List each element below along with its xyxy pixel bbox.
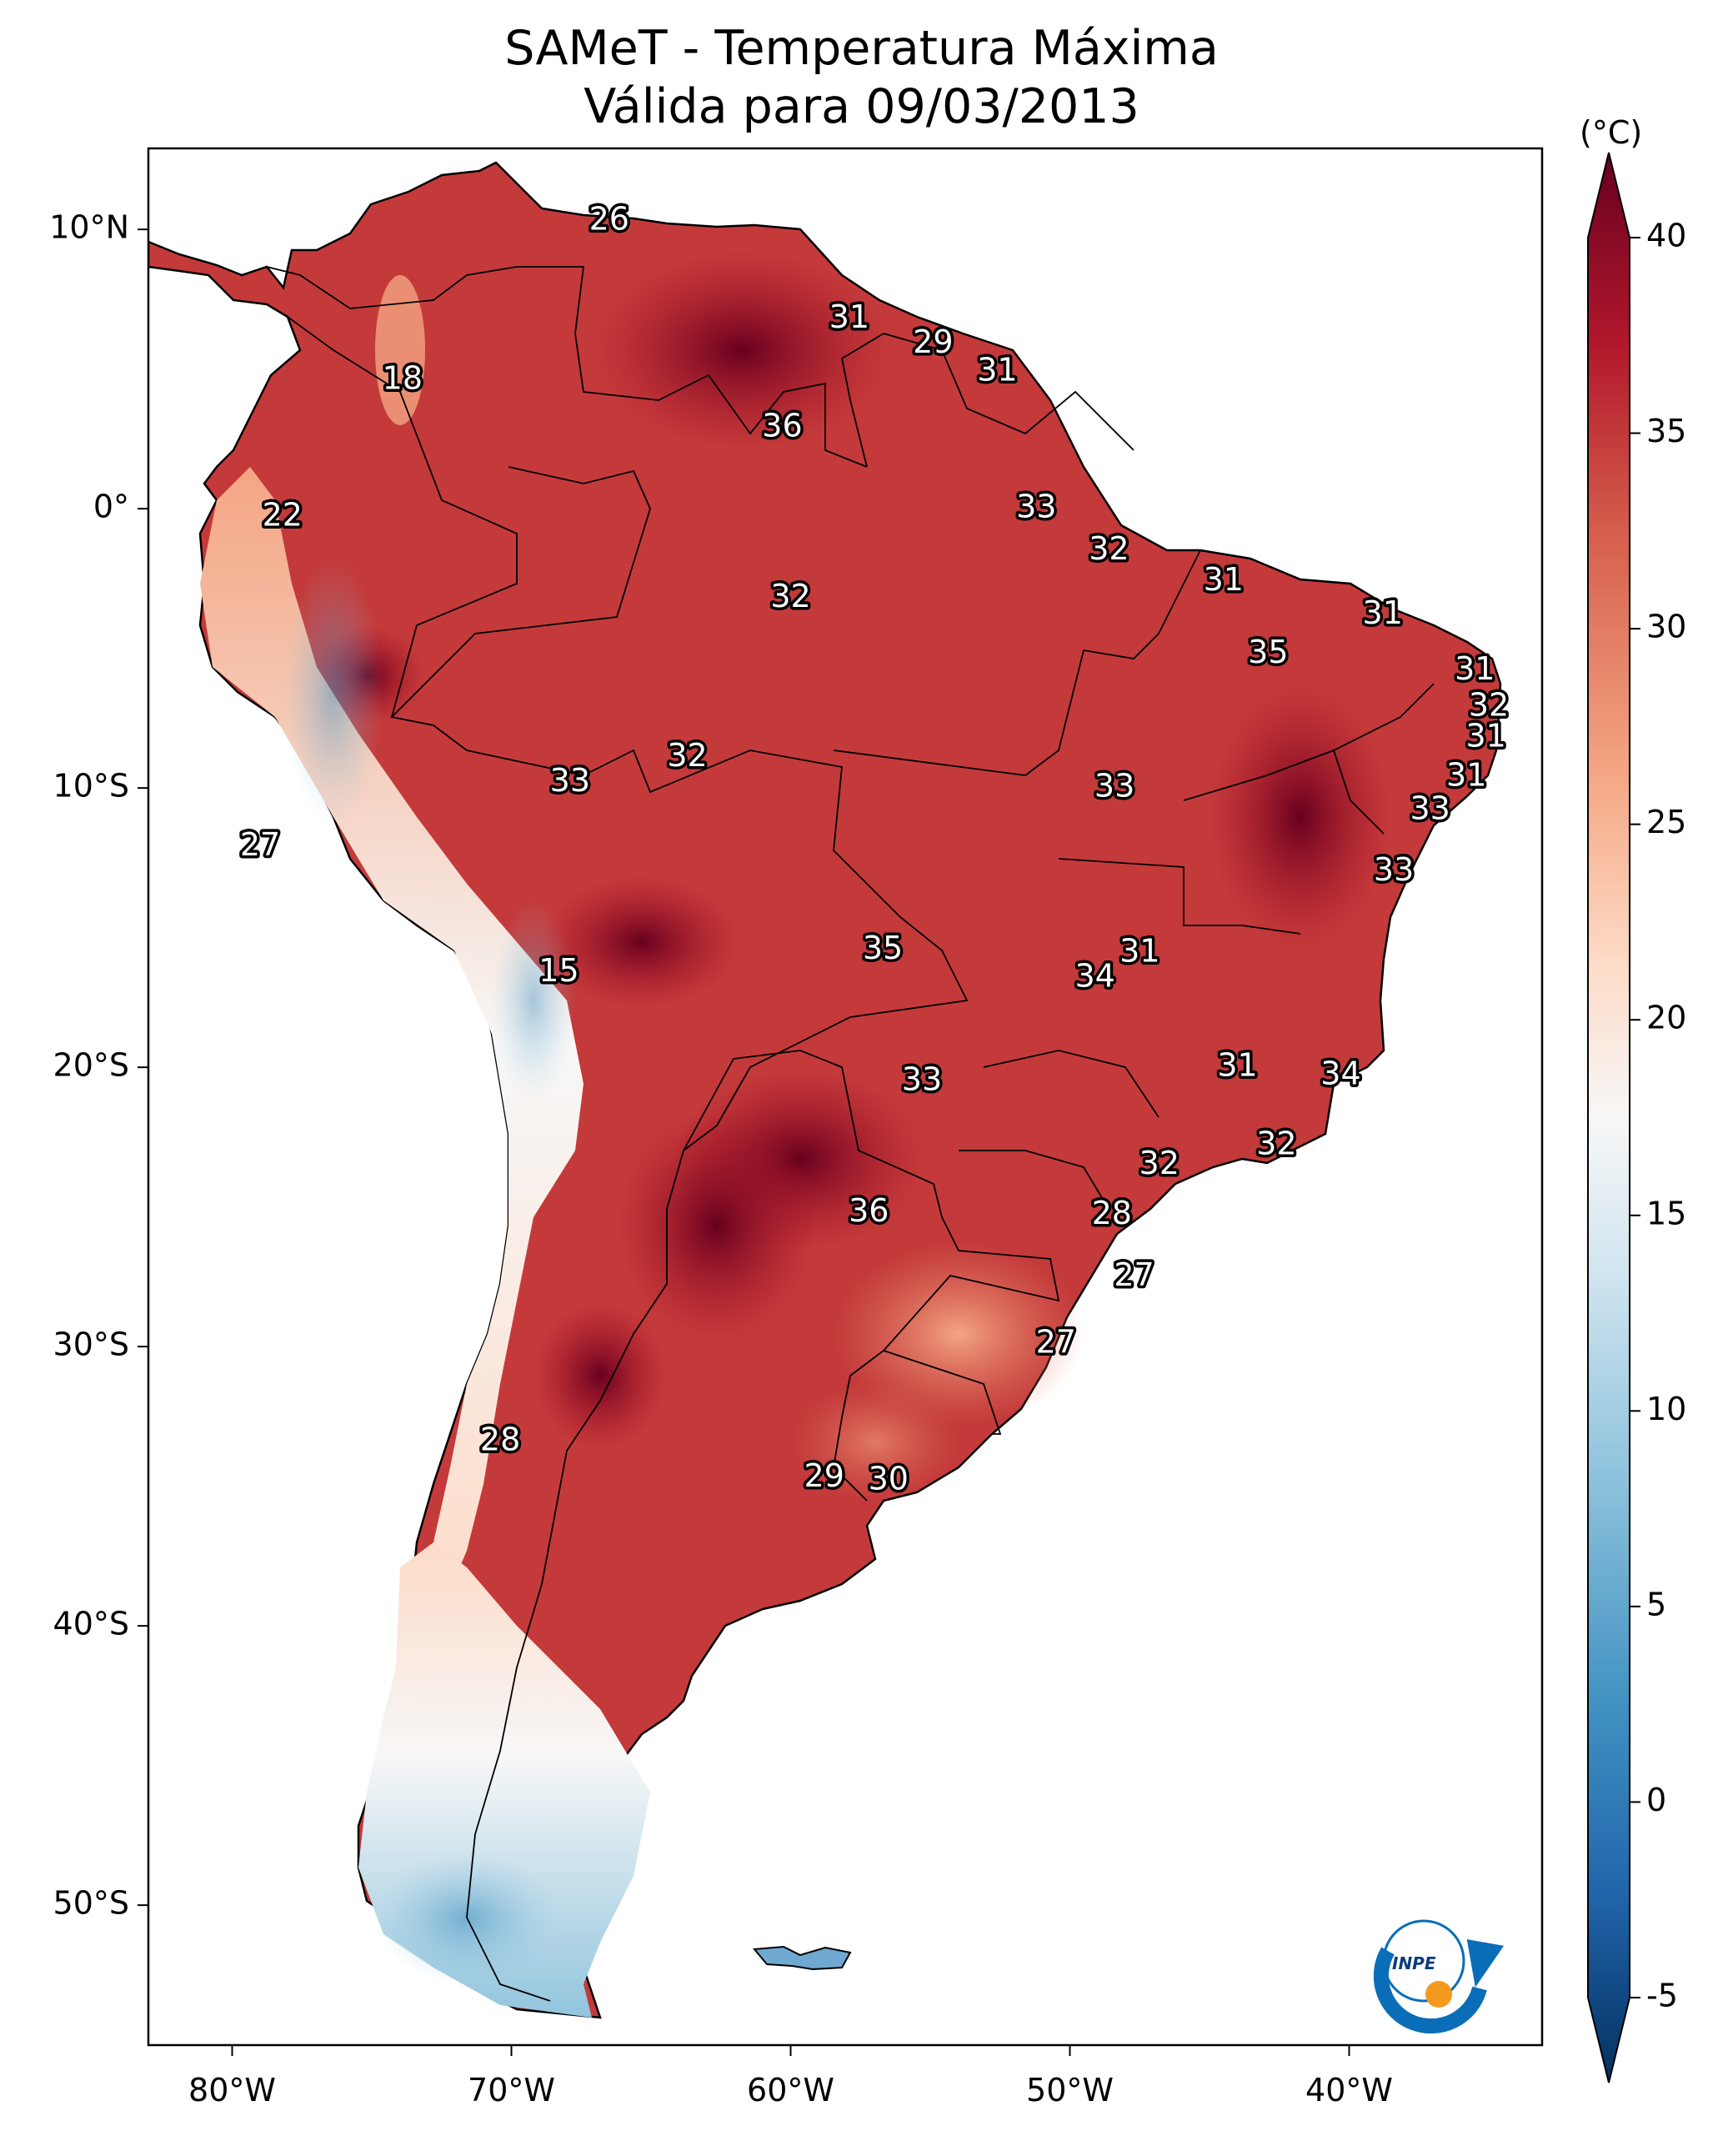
- lon-tick-label: 60°W: [747, 2072, 834, 2108]
- colorbar-tick-label: 5: [1646, 1586, 1666, 1622]
- cold-altiplano: [492, 900, 575, 1101]
- temperature-label: 32: [1256, 1125, 1296, 1161]
- lon-tick-label: 70°W: [468, 2072, 555, 2108]
- temperature-label: 32: [667, 737, 707, 774]
- temperature-label: 34: [1074, 957, 1114, 994]
- heat-core-bolivia: [542, 875, 742, 1009]
- temperature-label: 35: [863, 930, 903, 966]
- map-area: [148, 161, 1502, 2019]
- heat-core-paraguay: [617, 1109, 817, 1342]
- temperature-label: 32: [1139, 1145, 1180, 1181]
- temperature-label: 18: [383, 360, 423, 397]
- lon-tick-label: 80°W: [188, 2072, 276, 2108]
- colorbar-tick-label: -5: [1646, 1978, 1678, 2014]
- temperature-label: 22: [263, 497, 303, 534]
- falkland-islands: [753, 1945, 852, 1971]
- temperature-label: 29: [804, 1457, 844, 1494]
- temperature-label: 31: [977, 352, 1017, 389]
- temperature-label: 35: [1248, 634, 1288, 670]
- latitude-axis: 10°N 0° 10°S 20°S 30°S 40°S 50°S: [49, 209, 148, 1922]
- mild-south-brazil: [834, 1242, 1084, 1426]
- temperature-label: 27: [240, 826, 280, 863]
- temperature-label: 32: [1469, 687, 1509, 724]
- heat-core-argentina: [533, 1301, 667, 1451]
- temperature-label: 15: [538, 952, 579, 989]
- cool-colombia-andes: [375, 275, 425, 425]
- temperature-label: 33: [1016, 489, 1056, 525]
- temperature-label: 32: [770, 578, 810, 614]
- colorbar-tick-label: 30: [1646, 609, 1686, 645]
- temperature-label: 31: [1217, 1047, 1257, 1084]
- temperature-label: 27: [1114, 1256, 1154, 1293]
- map-frame: [147, 147, 1544, 2047]
- temperature-label: 27: [1036, 1323, 1076, 1360]
- map-title: SAMeT - Temperatura Máxima: [504, 21, 1219, 76]
- lat-tick-label: 40°S: [53, 1606, 129, 1642]
- lat-tick-label: 30°S: [53, 1326, 129, 1363]
- temperature-label: 31: [1119, 932, 1160, 969]
- map-subtitle: Válida para 09/03/2013: [584, 79, 1139, 134]
- colorbar-tick-label: 25: [1646, 804, 1686, 840]
- colorbar-ticks: 40 35 30 25 20 15 10 5 0 -5: [1630, 218, 1686, 2014]
- colorbar-tick-label: 10: [1646, 1391, 1686, 1427]
- temperature-label: 30: [869, 1460, 909, 1497]
- temperature-label: 34: [1320, 1055, 1360, 1092]
- lon-tick-label: 40°W: [1305, 2072, 1393, 2108]
- colorbar: 40 35 30 25 20 15 10 5 0 -5 (°C): [1580, 114, 1686, 2083]
- temperature-label: 33: [1410, 790, 1450, 826]
- heat-core-guiana: [592, 250, 892, 450]
- temperature-label: 31: [1446, 756, 1486, 793]
- logo-dot: [1425, 1981, 1452, 2008]
- temperature-label: 28: [1092, 1195, 1132, 1231]
- temperature-label: 31: [1465, 717, 1505, 754]
- temperature-label: 26: [589, 201, 629, 238]
- colorbar-tick-label: 40: [1646, 218, 1686, 254]
- lat-tick-label: 50°S: [53, 1885, 129, 1922]
- colorbar-unit: (°C): [1580, 114, 1642, 151]
- temperature-label: 36: [849, 1192, 889, 1229]
- longitude-axis: 80°W 70°W 60°W 50°W 40°W: [188, 2045, 1393, 2108]
- logo-text: INPE: [1392, 1953, 1436, 1973]
- temperature-label: 28: [480, 1421, 520, 1458]
- lon-tick-label: 50°W: [1026, 2072, 1114, 2108]
- lat-tick-label: 0°: [93, 489, 129, 525]
- temperature-label: 31: [1204, 561, 1244, 598]
- colorbar-body: [1587, 152, 1630, 2083]
- temperature-label: 31: [1363, 594, 1403, 631]
- colorbar-tick-label: 20: [1646, 1000, 1686, 1036]
- lat-tick-label: 20°S: [53, 1047, 129, 1084]
- temperature-label: 36: [762, 408, 802, 444]
- country-borders: [266, 266, 1435, 2002]
- temperature-label: 33: [550, 762, 590, 799]
- colorbar-tick-label: 15: [1646, 1195, 1686, 1231]
- temperature-label: 33: [1374, 851, 1414, 888]
- colorbar-tick-label: 0: [1646, 1782, 1666, 1818]
- temperature-label: 31: [829, 298, 869, 335]
- lat-tick-label: 10°N: [49, 209, 129, 246]
- andes-cold-strip: [200, 467, 584, 1626]
- temperature-label: 33: [1094, 768, 1134, 805]
- mild-uruguay: [792, 1384, 959, 1501]
- inpe-logo: INPE: [1373, 1919, 1505, 2034]
- heat-core-northeast: [1209, 684, 1392, 950]
- logo-swoosh: [1373, 1947, 1487, 2034]
- colorbar-tick-label: 35: [1646, 413, 1686, 449]
- lat-tick-label: 10°S: [53, 768, 129, 805]
- temperature-label: 33: [902, 1060, 942, 1097]
- logo-ring: [1382, 1919, 1465, 2003]
- temperature-label: 32: [1089, 530, 1129, 567]
- temperature-label: 31: [1455, 650, 1495, 687]
- temperature-label: 29: [913, 323, 953, 360]
- cold-peru-coast: [283, 559, 383, 825]
- logo-arrow-icon: [1466, 1939, 1505, 1988]
